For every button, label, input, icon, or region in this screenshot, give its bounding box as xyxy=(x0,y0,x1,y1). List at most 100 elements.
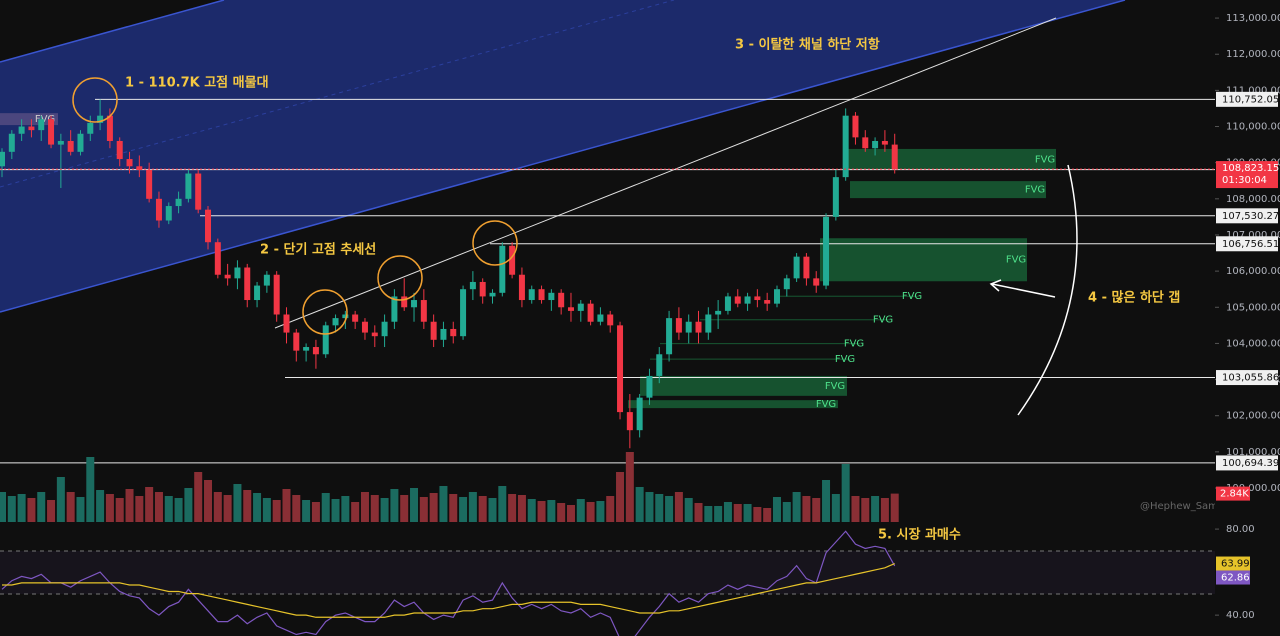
annotation: 1 - 110.7K 고점 매물대 xyxy=(125,76,269,91)
candle-body xyxy=(342,314,349,319)
candle-body xyxy=(205,209,212,243)
fvg-label: FVG xyxy=(835,354,855,365)
rsi-line xyxy=(1,530,896,636)
volume-bar xyxy=(537,501,546,522)
candle-body xyxy=(872,140,879,149)
volume-bar xyxy=(292,495,301,522)
volume-bar xyxy=(645,492,654,522)
volume-bar xyxy=(625,452,634,522)
fvg-zone xyxy=(660,343,860,345)
volume-bar xyxy=(557,503,566,522)
candle-body xyxy=(538,289,545,301)
candle-body xyxy=(666,318,673,355)
candle-body xyxy=(793,256,800,279)
annotation: 3 - 이탈한 채널 하단 저항 xyxy=(735,37,880,53)
rsi-band xyxy=(0,551,1215,594)
candle-body xyxy=(783,278,790,290)
level-label: 103,055.86 xyxy=(1222,373,1279,384)
level-label: 100,694.39 xyxy=(1222,458,1279,469)
candle-body xyxy=(224,274,231,279)
candle-body xyxy=(685,321,692,333)
volume-bar xyxy=(459,497,468,522)
volume-bar xyxy=(488,498,497,522)
candle-body xyxy=(881,140,888,145)
volume-bar xyxy=(861,498,870,522)
volume-bar xyxy=(547,500,556,522)
candle-body xyxy=(597,314,604,322)
volume-bar xyxy=(272,500,281,522)
candle-body xyxy=(450,328,457,337)
volume-bar xyxy=(184,488,193,522)
volume-bar xyxy=(812,498,821,522)
volume-bar xyxy=(0,492,6,522)
volume-bar xyxy=(684,498,693,522)
candle-body xyxy=(352,314,359,322)
fvg-zone xyxy=(850,181,1046,199)
volume-bar xyxy=(635,487,644,522)
volume-bar xyxy=(723,502,732,522)
volume-bar xyxy=(410,488,419,522)
candle-body xyxy=(38,119,45,131)
candle-body xyxy=(312,347,319,355)
y-tick-label: 111,000.00 xyxy=(1226,85,1280,96)
volume-bar xyxy=(370,495,379,522)
fvg-label: FVG xyxy=(1025,185,1045,196)
volume-bar xyxy=(105,494,114,522)
candle-body xyxy=(361,321,368,333)
volume-bar xyxy=(174,498,183,522)
candle-body xyxy=(852,115,859,138)
candle-body xyxy=(675,318,682,333)
y-tick-label: 113,000.00 xyxy=(1226,13,1280,24)
candle-body xyxy=(87,122,94,134)
rsi-ma-box xyxy=(1216,556,1250,571)
highlight-circle xyxy=(472,220,518,266)
countdown: 01:30:04 xyxy=(1222,175,1267,186)
gap-arc xyxy=(1017,164,1078,416)
volume-bar xyxy=(253,493,262,522)
candle-body xyxy=(48,119,55,145)
candle-body xyxy=(577,303,584,311)
candle-body xyxy=(303,347,310,351)
highlight-circle xyxy=(302,289,348,335)
candle-body xyxy=(469,281,476,290)
candle-body xyxy=(214,242,221,275)
volume-bar xyxy=(331,499,340,522)
candle-body xyxy=(440,328,447,340)
candle-body xyxy=(823,216,830,286)
candle-body xyxy=(57,140,64,145)
candle-body xyxy=(626,412,633,431)
volume-bar xyxy=(37,492,46,522)
volume-bar xyxy=(704,506,713,522)
volume-bar xyxy=(714,506,723,522)
volume-bar xyxy=(468,492,477,522)
y-tick-label: 101,000.00 xyxy=(1226,447,1280,458)
volume-bar xyxy=(66,492,75,522)
y-tick-label: 104,000.00 xyxy=(1226,338,1280,349)
volume-bar xyxy=(47,500,56,522)
fvg-zone xyxy=(848,148,1056,170)
volume-bar xyxy=(115,498,124,522)
candle-body xyxy=(136,166,143,170)
volume-bar xyxy=(360,492,369,522)
candle-body xyxy=(126,159,133,167)
candle-body xyxy=(587,303,594,322)
candle-body xyxy=(67,140,74,152)
volume-bar xyxy=(753,507,762,522)
candle-body xyxy=(77,133,84,152)
y-tick-label: 112,000.00 xyxy=(1226,49,1280,60)
fvg-zone xyxy=(700,319,890,321)
candle-body xyxy=(862,137,869,149)
volume-bar xyxy=(880,498,889,522)
volume-bar xyxy=(478,496,487,522)
fvg-zone xyxy=(780,295,920,297)
rsi-label: 62.86 xyxy=(1221,573,1250,584)
candle-body xyxy=(185,173,192,199)
annotation: 2 - 단기 고점 추세선 xyxy=(260,242,376,258)
y-tick-label: 110,000.00 xyxy=(1226,122,1280,133)
fvg-label: FVG xyxy=(873,315,893,326)
fvg-label: FVG xyxy=(844,339,864,350)
candle-body xyxy=(705,314,712,333)
watermark: @Hephew_Sam_ xyxy=(1140,501,1224,512)
volume-bar xyxy=(194,472,203,522)
volume-bar xyxy=(145,487,154,522)
